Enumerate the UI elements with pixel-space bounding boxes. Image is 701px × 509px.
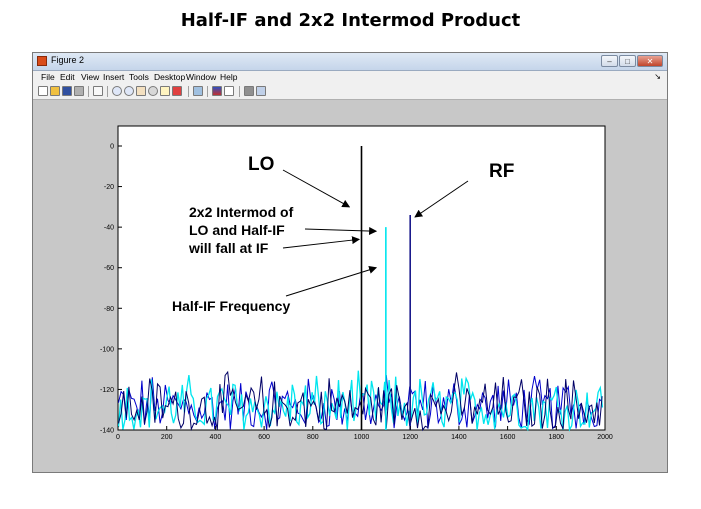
matlab-figure-icon: [37, 56, 47, 66]
show-plot-tools-icon[interactable]: [256, 86, 266, 96]
x-tick-label: 200: [161, 434, 173, 441]
menu-bar: File Edit View Insert Tools Desktop Wind…: [33, 71, 667, 84]
zoom-in-icon[interactable]: [112, 86, 122, 96]
y-tick-label: -40: [104, 225, 114, 232]
menu-desktop[interactable]: Desktop: [154, 72, 186, 82]
x-tick-label: 1600: [500, 434, 516, 441]
close-button[interactable]: ✕: [637, 55, 663, 67]
y-tick-label: -80: [104, 306, 114, 313]
annotation-lo: LO: [248, 154, 274, 175]
window-titlebar[interactable]: Figure 2 – □ ✕: [33, 53, 667, 71]
x-tick-label: 400: [210, 434, 222, 441]
x-tick-label: 600: [258, 434, 270, 441]
annotation-arrow: [414, 180, 469, 218]
menu-window[interactable]: Window: [186, 72, 217, 82]
open-folder-icon[interactable]: [50, 86, 60, 96]
legend-icon[interactable]: [224, 86, 234, 96]
menu-help[interactable]: Help: [220, 72, 238, 82]
y-tick-label: -60: [104, 265, 114, 272]
annotation-intermod-line: LO and Half-IF: [189, 222, 285, 238]
print-icon[interactable]: [74, 86, 84, 96]
annotation-intermod-line: will fall at IF: [188, 240, 269, 256]
x-tick-label: 1200: [402, 434, 418, 441]
y-tick-label: -100: [100, 346, 114, 353]
menu-view[interactable]: View: [81, 72, 100, 82]
y-tick-label: -120: [100, 387, 114, 394]
x-tick-label: 0: [116, 434, 120, 441]
noise-floor-trace: [117, 370, 604, 432]
dock-arrow-icon[interactable]: ↘: [654, 72, 661, 81]
link-icon[interactable]: [193, 86, 203, 96]
annotation-arrow: [282, 236, 361, 249]
slide-title: Half-IF and 2x2 Intermod Product: [180, 10, 521, 31]
maximize-button[interactable]: □: [619, 55, 636, 67]
annotation-intermod-line: 2x2 Intermod of: [189, 204, 294, 220]
annotation-arrow: [304, 226, 378, 235]
noise-floor-trace: [118, 370, 603, 432]
data-cursor-icon[interactable]: [160, 86, 170, 96]
x-tick-label: 2000: [597, 434, 613, 441]
x-tick-label: 1400: [451, 434, 467, 441]
menu-file[interactable]: File: [41, 72, 55, 82]
y-tick-label: -140: [100, 428, 114, 435]
annotation-arrow: [282, 169, 351, 208]
window-title: Figure 2: [51, 55, 85, 65]
x-tick-label: 1000: [354, 434, 370, 441]
save-icon[interactable]: [62, 86, 72, 96]
menu-edit[interactable]: Edit: [60, 72, 75, 82]
menu-tools[interactable]: Tools: [129, 72, 149, 82]
annotation-half-if: Half-IF Frequency: [172, 298, 290, 314]
new-file-icon[interactable]: [38, 86, 48, 96]
minimize-button[interactable]: –: [601, 55, 618, 67]
hide-plot-tools-icon[interactable]: [244, 86, 254, 96]
annotation-rf: RF: [489, 161, 514, 182]
x-tick-label: 800: [307, 434, 319, 441]
menu-insert[interactable]: Insert: [103, 72, 125, 82]
pointer-icon[interactable]: [93, 86, 103, 96]
pan-icon[interactable]: [136, 86, 146, 96]
annotation-arrow: [285, 265, 378, 297]
colorbar-icon[interactable]: [212, 86, 222, 96]
y-tick-label: -20: [104, 184, 114, 191]
rotate-icon[interactable]: [148, 86, 158, 96]
figure-toolbar: [33, 84, 667, 100]
zoom-out-icon[interactable]: [124, 86, 134, 96]
y-tick-label: 0: [110, 144, 114, 151]
brush-icon[interactable]: [172, 86, 182, 96]
x-tick-label: 1800: [549, 434, 565, 441]
